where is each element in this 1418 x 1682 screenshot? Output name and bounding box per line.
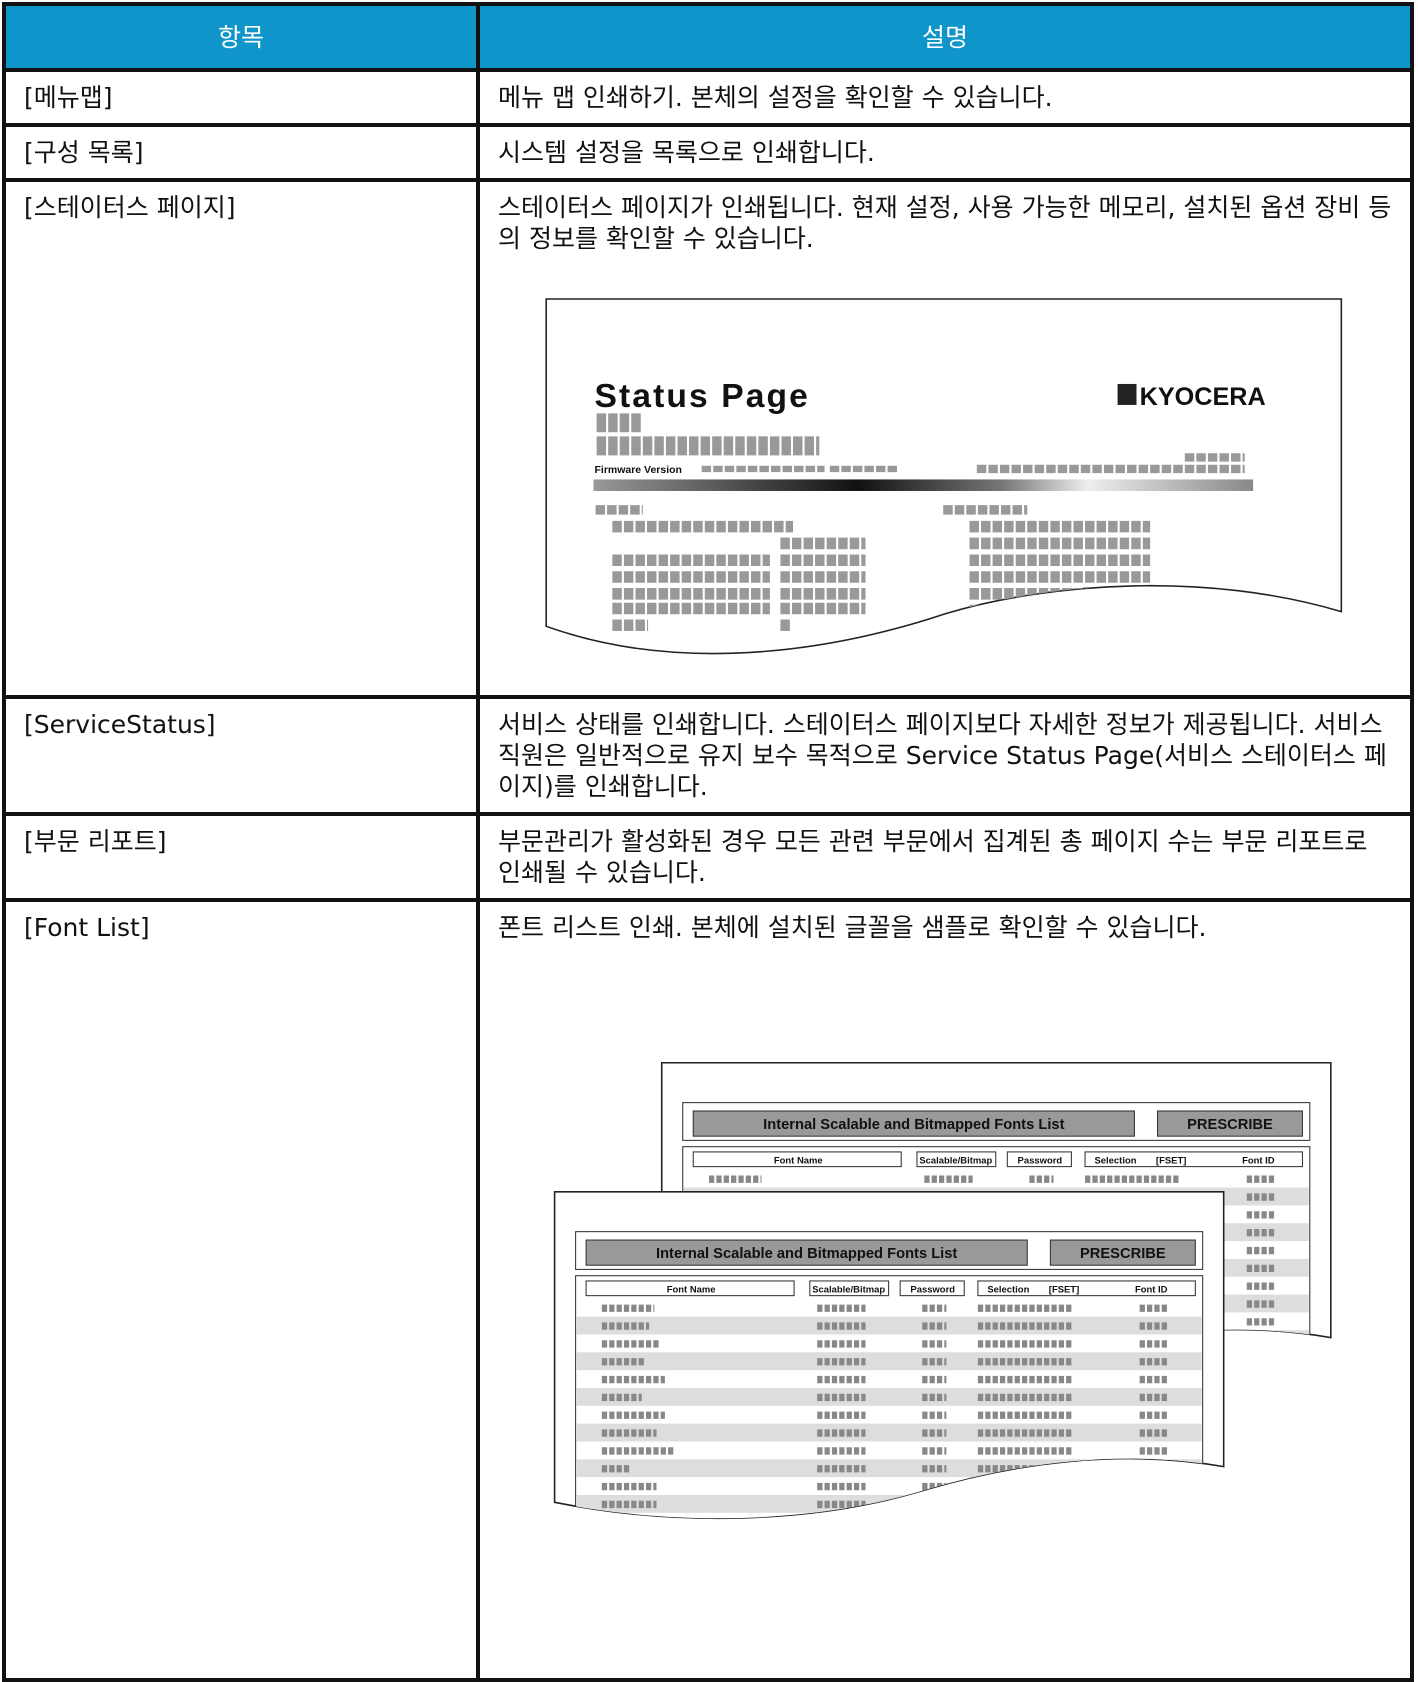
header-cell: 항목	[2, 2, 480, 72]
item-cell: [스테이터스 페이지]	[2, 178, 480, 699]
item-cell: [Font List]	[2, 898, 480, 1682]
item-cell: [구성 목록]	[2, 123, 480, 182]
desc-cell: 시스템 설정을 목록으로 인쇄합니다.	[476, 123, 1414, 182]
item-cell: [ServiceStatus]	[2, 695, 480, 816]
desc-cell: 서비스 상태를 인쇄합니다. 스테이터스 페이지보다 자세한 정보가 제공됩니다…	[476, 695, 1414, 816]
desc-cell: 폰트 리스트 인쇄. 본체에 설치된 글꼴을 샘플로 확인할 수 있습니다.	[476, 898, 1414, 1682]
desc-cell: 메뉴 맵 인쇄하기. 본체의 설정을 확인할 수 있습니다.	[476, 68, 1414, 127]
desc-cell: 스테이터스 페이지가 인쇄됩니다. 현재 설정, 사용 가능한 메모리, 설치된…	[476, 178, 1414, 699]
item-cell: [메뉴맵]	[2, 68, 480, 127]
item-cell: [부문 리포트]	[2, 812, 480, 902]
desc-cell: 부문관리가 활성화된 경우 모든 관련 부문에서 집계된 총 페이지 수는 부문…	[476, 812, 1414, 902]
header-cell: 설명	[476, 2, 1414, 72]
